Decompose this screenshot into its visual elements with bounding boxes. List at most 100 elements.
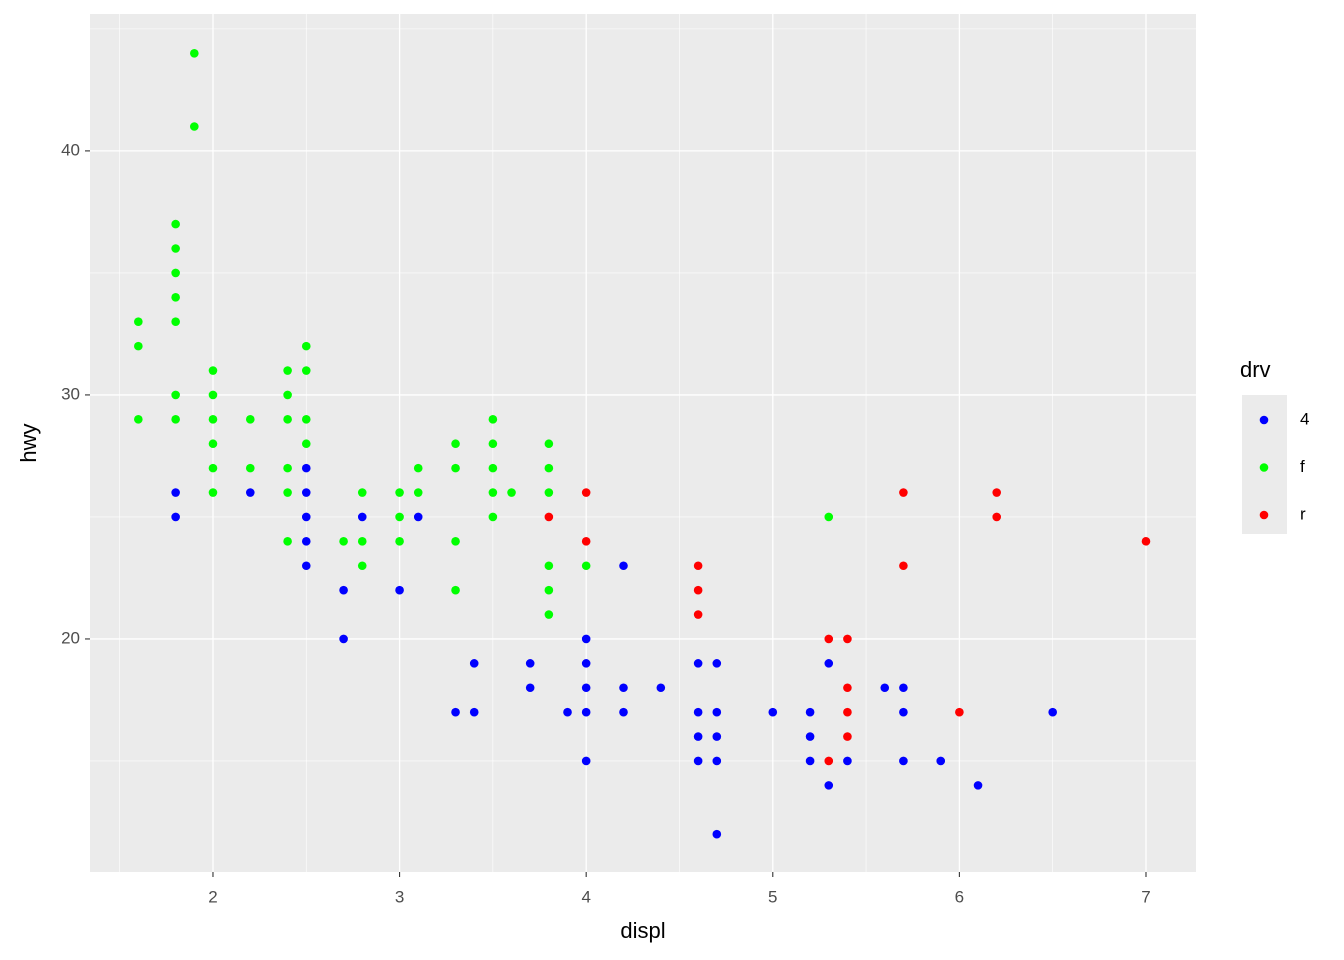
point — [581, 488, 591, 497]
point — [693, 756, 703, 766]
point — [1141, 537, 1151, 546]
point — [451, 439, 460, 449]
point — [208, 415, 218, 424]
point — [581, 634, 591, 644]
point — [357, 488, 367, 497]
point — [301, 488, 311, 497]
point — [843, 683, 852, 693]
point — [283, 488, 292, 497]
point — [171, 317, 180, 327]
point — [283, 415, 292, 424]
point — [581, 756, 591, 766]
point — [824, 659, 834, 668]
y-axis-title: hwy — [16, 423, 41, 462]
point — [301, 537, 311, 546]
point — [488, 512, 498, 522]
point — [171, 293, 180, 302]
point — [301, 463, 311, 473]
point — [208, 366, 218, 375]
point — [469, 659, 479, 668]
point — [712, 829, 722, 839]
point — [544, 463, 554, 473]
point — [843, 756, 852, 766]
point — [245, 415, 255, 424]
x-tick-label: 2 — [208, 887, 217, 906]
point — [619, 707, 628, 717]
point — [712, 732, 722, 741]
point — [301, 415, 311, 424]
point — [301, 561, 311, 571]
point — [283, 366, 292, 375]
point — [488, 488, 498, 497]
point — [656, 683, 666, 693]
point — [805, 756, 815, 766]
point — [544, 512, 554, 522]
x-tick-label: 6 — [955, 887, 964, 906]
point — [171, 268, 180, 278]
x-tick-label: 5 — [768, 887, 777, 906]
point — [899, 707, 908, 717]
plot-panel — [90, 14, 1196, 872]
point — [283, 390, 292, 400]
point — [805, 732, 815, 741]
point — [712, 707, 722, 717]
point — [451, 463, 460, 473]
point — [134, 341, 143, 351]
point — [712, 659, 722, 668]
legend-label: 4 — [1300, 409, 1309, 428]
point — [581, 659, 591, 668]
point — [824, 756, 834, 766]
y-tick-label: 40 — [61, 140, 80, 159]
point — [413, 463, 423, 473]
point — [283, 463, 292, 473]
legend-key — [1259, 415, 1269, 425]
point — [208, 463, 218, 473]
point — [880, 683, 890, 693]
point — [544, 585, 554, 595]
point — [301, 439, 311, 449]
point — [693, 659, 703, 668]
x-tick-label: 4 — [581, 887, 590, 906]
point — [824, 781, 834, 790]
point — [171, 390, 180, 400]
point — [339, 585, 348, 595]
point — [208, 439, 218, 449]
legend-label: f — [1300, 457, 1305, 476]
point — [357, 537, 367, 546]
point — [134, 317, 143, 327]
point — [134, 415, 143, 424]
point — [395, 512, 404, 522]
point — [973, 781, 983, 790]
point — [171, 244, 180, 253]
point — [899, 683, 908, 693]
point — [936, 756, 946, 766]
point — [171, 512, 180, 522]
y-tick-label: 20 — [61, 628, 80, 647]
legend-label: r — [1300, 504, 1306, 523]
point — [190, 122, 199, 131]
point — [899, 756, 908, 766]
point — [619, 561, 628, 571]
point — [507, 488, 516, 497]
point — [301, 366, 311, 375]
x-tick-label: 3 — [395, 887, 404, 906]
point — [469, 707, 479, 717]
point — [992, 488, 1002, 497]
point — [768, 707, 778, 717]
x-axis-title: displ — [620, 918, 665, 943]
point — [171, 219, 180, 229]
point — [451, 707, 460, 717]
point — [581, 561, 591, 571]
point — [301, 512, 311, 522]
point — [357, 512, 367, 522]
x-tick-label: 7 — [1141, 887, 1150, 906]
point — [693, 707, 703, 717]
point — [525, 659, 535, 668]
point — [843, 707, 852, 717]
point — [488, 415, 498, 424]
point — [544, 561, 554, 571]
point — [525, 683, 535, 693]
point — [544, 488, 554, 497]
point — [805, 707, 815, 717]
point — [395, 537, 404, 546]
